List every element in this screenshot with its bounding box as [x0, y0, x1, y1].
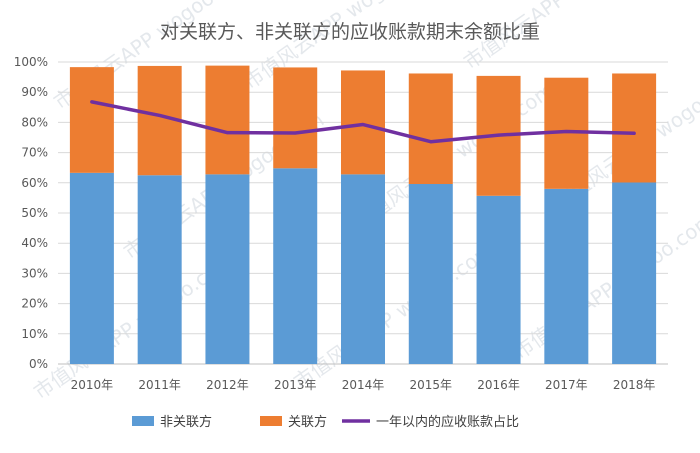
bar-non-related-party	[408, 184, 453, 364]
bar-non-related-party	[341, 174, 385, 364]
y-tick-label: 80%	[21, 115, 48, 129]
legend-one-year-ratio: 一年以内的应收账款占比	[342, 414, 519, 430]
legend: 非关联方 关联方 一年以内的应收账款占比	[132, 414, 519, 430]
line-series	[90, 100, 636, 144]
line-point	[632, 131, 636, 135]
x-axis: 2010年 2011年 2012年 2013年 2014年 2015年 2016年 2017年…	[71, 378, 656, 392]
legend-non-related-party: 非关联方	[132, 414, 212, 430]
legend-related-party: 关联方	[260, 414, 327, 430]
y-tick-label: 90%	[21, 85, 48, 99]
x-tick-label: 2018年	[613, 378, 656, 392]
y-tick-label: 40%	[21, 236, 48, 250]
y-tick-label: 100%	[14, 55, 48, 69]
bar-related-party	[341, 70, 385, 175]
watermark-text: 市值风云APP wogoo.com	[289, 238, 498, 395]
y-tick-label: 60%	[21, 176, 48, 190]
legend-swatch	[132, 416, 154, 426]
chart-title: 对关联方、非关联方的应收账款期末余额比重	[160, 21, 540, 43]
legend-label: 非关联方	[160, 414, 212, 430]
bar-non-related-party	[205, 174, 250, 364]
bar-related-party	[408, 73, 453, 185]
y-tick-label: 0%	[29, 357, 48, 371]
x-tick-label: 2014年	[342, 378, 385, 392]
line-point	[429, 140, 433, 144]
x-tick-label: 2013年	[274, 378, 317, 392]
x-tick-label: 2016年	[477, 378, 520, 392]
bar-related-party	[69, 67, 114, 173]
x-tick-label: 2011年	[138, 378, 181, 392]
legend-label: 关联方	[288, 414, 327, 430]
line-point	[497, 133, 501, 137]
x-tick-label: 2010年	[71, 378, 114, 392]
y-axis: 0% 10% 20% 30% 40% 50% 60% 70% 80% 90% 100%	[14, 55, 48, 371]
bar-related-party	[205, 65, 250, 175]
bars	[69, 65, 657, 364]
x-tick-label: 2017年	[545, 378, 588, 392]
bar-non-related-party	[137, 175, 182, 364]
bar-non-related-party	[612, 182, 657, 364]
watermark-text: 市值风云APP wogoo.com	[509, 208, 700, 365]
bar-related-party	[612, 73, 657, 183]
y-tick-label: 70%	[21, 146, 48, 160]
x-tick-label: 2015年	[410, 378, 453, 392]
y-tick-label: 10%	[21, 327, 48, 341]
y-tick-label: 20%	[21, 297, 48, 311]
line-point	[225, 131, 229, 135]
legend-swatch	[260, 416, 282, 426]
line-point	[361, 123, 365, 127]
line-point	[90, 100, 94, 104]
bar-non-related-party	[476, 195, 521, 364]
legend-label: 一年以内的应收账款占比	[376, 414, 519, 430]
line-point	[158, 113, 162, 117]
bar-non-related-party	[273, 168, 318, 364]
bar-related-party	[273, 67, 318, 169]
plot-area: 0%10%20%30%40%50%60%70%80%90%100% 2010年 2…	[14, 55, 668, 392]
x-tick-label: 2012年	[206, 378, 249, 392]
bar-non-related-party	[544, 188, 589, 364]
line-point	[564, 129, 568, 133]
y-tick-label: 30%	[21, 266, 48, 280]
bar-non-related-party	[69, 172, 114, 364]
y-tick-label: 50%	[21, 206, 48, 220]
line-point	[293, 131, 297, 135]
